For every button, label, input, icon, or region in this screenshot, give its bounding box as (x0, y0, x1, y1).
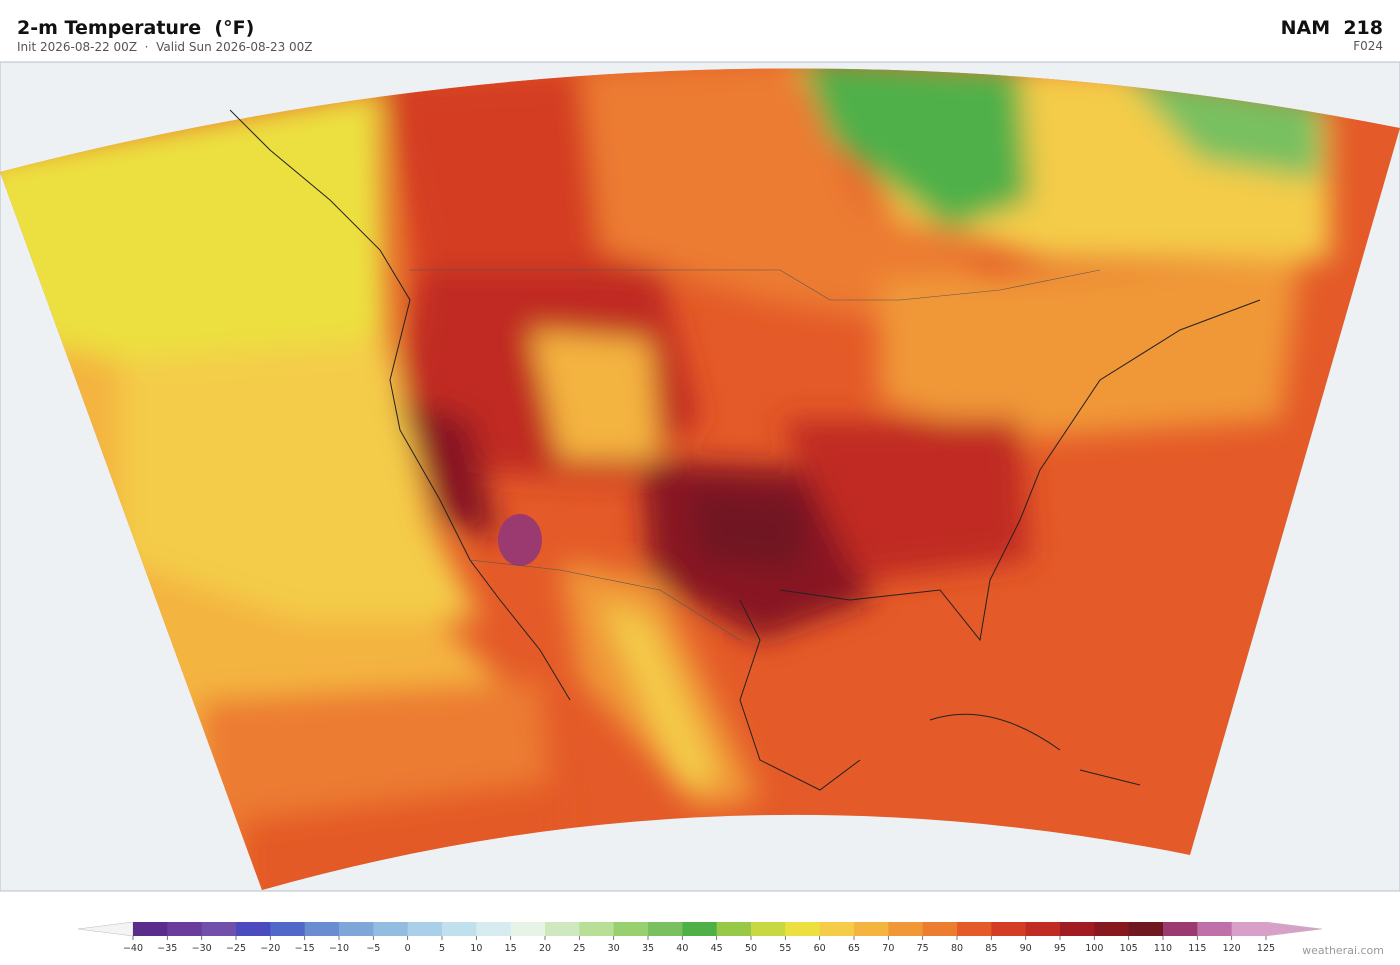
colorbar-bin (133, 922, 168, 936)
colorbar-tick-label: 65 (848, 943, 860, 954)
colorbar-tick-label: 125 (1257, 943, 1275, 954)
colorbar-tick-label: −10 (329, 943, 349, 954)
colorbar-bin (716, 922, 752, 936)
colorbar-bin (1025, 922, 1061, 936)
colorbar-tick-label: 85 (985, 943, 997, 954)
colorbar-tick-label: 45 (711, 943, 723, 954)
colorbar-bin (751, 922, 786, 936)
colorbar-bin (270, 922, 306, 936)
colorbar-tick-label: 70 (882, 943, 894, 954)
model: NAM 218 (1281, 17, 1383, 39)
colorbar-tick-label: 60 (814, 943, 826, 954)
colorbar-bin (201, 922, 237, 936)
colorbar-tick-label: 40 (676, 943, 688, 954)
colorbar-tick-label: 115 (1188, 943, 1206, 954)
colorbar-bin (648, 922, 683, 936)
forecast-hour: F024 (1353, 39, 1383, 53)
colorbar-bin (1197, 922, 1233, 936)
colorbar-tick-label: 50 (745, 943, 757, 954)
colorbar-bin (922, 922, 958, 936)
colorbar-tick-label: 20 (539, 943, 551, 954)
colorbar-tick-label: 80 (951, 943, 963, 954)
colorbar-bin (819, 922, 855, 936)
colorbar-tick-label: −35 (157, 943, 177, 954)
colorbar-tick-label: 90 (1020, 943, 1032, 954)
colorbar-bin (1128, 922, 1164, 936)
colorbar-bin (304, 922, 340, 936)
colorbar-over (1265, 921, 1323, 937)
colorbar-bin (167, 922, 203, 936)
map (0, 61, 1400, 892)
colorbar-bin (888, 922, 924, 936)
header-bg (0, 0, 1400, 62)
colorbar: −40 −35 −30 −25 −20 −15 −10 −5 0 5 10 15 20 25 30 35 40 4… (77, 921, 1323, 954)
colorbar-tick-label: −15 (295, 943, 315, 954)
colorbar-bin (1094, 922, 1130, 936)
colorbar-tick-label: −5 (366, 943, 380, 954)
colorbar-tick-label: 5 (439, 943, 445, 954)
subtitle: Init 2026-08-22 00Z · Valid Sun 2026-08-… (17, 40, 313, 54)
colorbar-bin (957, 922, 992, 936)
colorbar-tick-label: 0 (405, 943, 411, 954)
colorbar-tick-label: 10 (470, 943, 482, 954)
colorbar-tick-label: 30 (608, 943, 620, 954)
colorbar-bin (785, 922, 821, 936)
title: 2-m Temperature (°F) (17, 17, 254, 39)
colorbar-tick-label: −20 (260, 943, 280, 954)
colorbar-bin (1060, 922, 1095, 936)
colorbar-bin (545, 922, 580, 936)
temperature-field (0, 68, 1400, 891)
colorbar-tick-label: 105 (1120, 943, 1138, 954)
colorbar-tick-label: −30 (192, 943, 212, 954)
watermark: weatherai.com (1302, 944, 1384, 957)
colorbar-tick-label: 15 (505, 943, 517, 954)
colorbar-tick-label: 120 (1223, 943, 1241, 954)
colorbar-tick-label: −40 (123, 943, 143, 954)
coastlines (229, 109, 1261, 791)
colorbar-bin (407, 922, 443, 936)
colorbar-tick-label: 25 (573, 943, 585, 954)
colorbar-bin (339, 922, 374, 936)
colorbar-tick-label: 55 (779, 943, 791, 954)
colorbar-bin (1163, 922, 1198, 936)
colorbar-bin (579, 922, 615, 936)
colorbar-bin (1231, 922, 1267, 936)
colorbar-under (77, 921, 134, 937)
colorbar-tick-label: 35 (642, 943, 654, 954)
colorbar-bin (373, 922, 409, 936)
colorbar-bin (236, 922, 271, 936)
colorbar-bin (442, 922, 477, 936)
borders (410, 269, 1101, 641)
colorbar-bin (991, 922, 1027, 936)
colorbar-bin (510, 922, 546, 936)
colorbar-bin (476, 922, 512, 936)
colorbar-tick-label: 95 (1054, 943, 1066, 954)
hot-spot (498, 514, 542, 566)
colorbar-bin (613, 922, 649, 936)
colorbar-tick-label: 75 (917, 943, 929, 954)
colorbar-tick-label: −25 (226, 943, 246, 954)
colorbar-tick-label: 100 (1085, 943, 1103, 954)
colorbar-tick-label: 110 (1154, 943, 1172, 954)
colorbar-bin (854, 922, 889, 936)
colorbar-bin (682, 922, 718, 936)
